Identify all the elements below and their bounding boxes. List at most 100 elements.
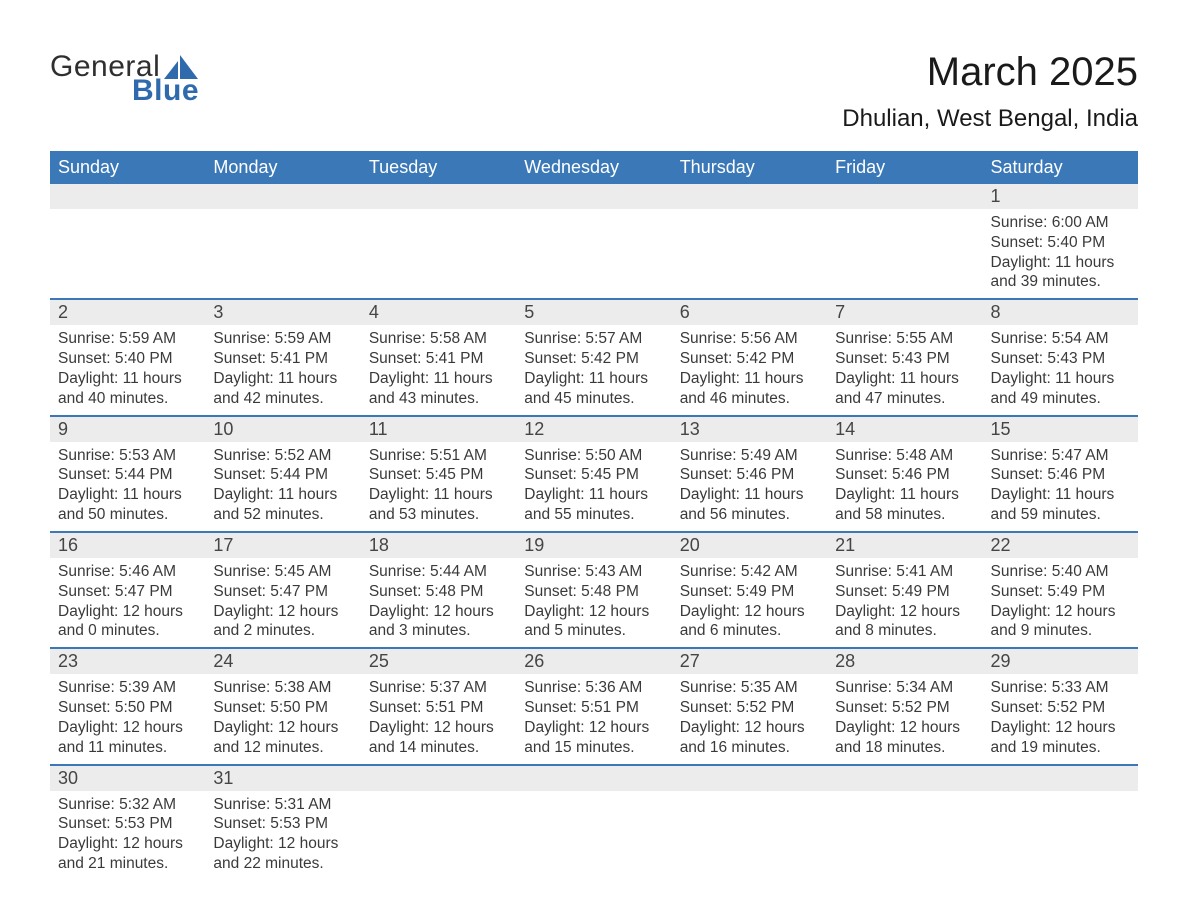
empty-day-body — [672, 791, 827, 879]
daylight-line: Daylight: 11 hours and 58 minutes. — [835, 485, 976, 525]
brand-logo: General Blue — [50, 50, 199, 108]
sunset-line: Sunset: 5:49 PM — [835, 582, 976, 602]
month-title: March 2025 — [842, 50, 1138, 95]
weekday-header: Saturday — [983, 151, 1138, 184]
daylight-line: Daylight: 12 hours and 5 minutes. — [524, 602, 665, 642]
day-cell: 23Sunrise: 5:39 AMSunset: 5:50 PMDayligh… — [50, 648, 205, 764]
sunset-line: Sunset: 5:40 PM — [991, 233, 1132, 253]
sunrise-line: Sunrise: 5:50 AM — [524, 446, 665, 466]
day-cell: 29Sunrise: 5:33 AMSunset: 5:52 PMDayligh… — [983, 648, 1138, 764]
weekday-header: Monday — [205, 151, 360, 184]
empty-cell — [827, 765, 982, 880]
sunset-line: Sunset: 5:45 PM — [369, 465, 510, 485]
day-number: 24 — [205, 649, 360, 674]
day-number: 7 — [827, 300, 982, 325]
sunrise-line: Sunrise: 5:53 AM — [58, 446, 199, 466]
sunrise-line: Sunrise: 5:47 AM — [991, 446, 1132, 466]
daylight-line: Daylight: 11 hours and 45 minutes. — [524, 369, 665, 409]
empty-day-body — [983, 791, 1138, 879]
day-cell: 10Sunrise: 5:52 AMSunset: 5:44 PMDayligh… — [205, 416, 360, 532]
day-body: Sunrise: 6:00 AMSunset: 5:40 PMDaylight:… — [983, 209, 1138, 298]
sunrise-line: Sunrise: 5:39 AM — [58, 678, 199, 698]
calendar-table: Sunday Monday Tuesday Wednesday Thursday… — [50, 151, 1138, 880]
day-number: 8 — [983, 300, 1138, 325]
day-body: Sunrise: 5:54 AMSunset: 5:43 PMDaylight:… — [983, 325, 1138, 414]
day-number: 19 — [516, 533, 671, 558]
sunrise-line: Sunrise: 6:00 AM — [991, 213, 1132, 233]
day-body: Sunrise: 5:50 AMSunset: 5:45 PMDaylight:… — [516, 442, 671, 531]
day-cell: 6Sunrise: 5:56 AMSunset: 5:42 PMDaylight… — [672, 299, 827, 415]
day-cell: 16Sunrise: 5:46 AMSunset: 5:47 PMDayligh… — [50, 532, 205, 648]
sunset-line: Sunset: 5:51 PM — [524, 698, 665, 718]
sunset-line: Sunset: 5:43 PM — [991, 349, 1132, 369]
daylight-line: Daylight: 11 hours and 42 minutes. — [213, 369, 354, 409]
empty-cell — [672, 765, 827, 880]
daylight-line: Daylight: 11 hours and 56 minutes. — [680, 485, 821, 525]
day-cell: 15Sunrise: 5:47 AMSunset: 5:46 PMDayligh… — [983, 416, 1138, 532]
sunset-line: Sunset: 5:42 PM — [680, 349, 821, 369]
day-body: Sunrise: 5:40 AMSunset: 5:49 PMDaylight:… — [983, 558, 1138, 647]
empty-daynum-bar — [983, 766, 1138, 791]
empty-day-body — [361, 209, 516, 297]
day-number: 16 — [50, 533, 205, 558]
sunrise-line: Sunrise: 5:42 AM — [680, 562, 821, 582]
daylight-line: Daylight: 12 hours and 15 minutes. — [524, 718, 665, 758]
daylight-line: Daylight: 12 hours and 8 minutes. — [835, 602, 976, 642]
empty-day-body — [516, 791, 671, 879]
day-body: Sunrise: 5:46 AMSunset: 5:47 PMDaylight:… — [50, 558, 205, 647]
daylight-line: Daylight: 11 hours and 50 minutes. — [58, 485, 199, 525]
empty-day-body — [50, 209, 205, 297]
sunset-line: Sunset: 5:46 PM — [680, 465, 821, 485]
day-cell: 1Sunrise: 6:00 AMSunset: 5:40 PMDaylight… — [983, 184, 1138, 299]
day-cell: 18Sunrise: 5:44 AMSunset: 5:48 PMDayligh… — [361, 532, 516, 648]
sunrise-line: Sunrise: 5:43 AM — [524, 562, 665, 582]
day-cell: 20Sunrise: 5:42 AMSunset: 5:49 PMDayligh… — [672, 532, 827, 648]
day-number: 25 — [361, 649, 516, 674]
empty-day-body — [205, 209, 360, 297]
day-cell: 13Sunrise: 5:49 AMSunset: 5:46 PMDayligh… — [672, 416, 827, 532]
day-body: Sunrise: 5:48 AMSunset: 5:46 PMDaylight:… — [827, 442, 982, 531]
sunset-line: Sunset: 5:52 PM — [991, 698, 1132, 718]
sunrise-line: Sunrise: 5:35 AM — [680, 678, 821, 698]
sunset-line: Sunset: 5:51 PM — [369, 698, 510, 718]
daylight-line: Daylight: 11 hours and 39 minutes. — [991, 253, 1132, 293]
sunset-line: Sunset: 5:43 PM — [835, 349, 976, 369]
sunset-line: Sunset: 5:53 PM — [213, 814, 354, 834]
header: General Blue March 2025 Dhulian, West Be… — [50, 50, 1138, 133]
sunrise-line: Sunrise: 5:36 AM — [524, 678, 665, 698]
day-number: 21 — [827, 533, 982, 558]
empty-daynum-bar — [516, 766, 671, 791]
daylight-line: Daylight: 12 hours and 2 minutes. — [213, 602, 354, 642]
calendar-row: 1Sunrise: 6:00 AMSunset: 5:40 PMDaylight… — [50, 184, 1138, 299]
daylight-line: Daylight: 11 hours and 47 minutes. — [835, 369, 976, 409]
empty-cell — [827, 184, 982, 299]
day-number: 17 — [205, 533, 360, 558]
day-number: 26 — [516, 649, 671, 674]
sunrise-line: Sunrise: 5:37 AM — [369, 678, 510, 698]
day-cell: 28Sunrise: 5:34 AMSunset: 5:52 PMDayligh… — [827, 648, 982, 764]
day-number: 11 — [361, 417, 516, 442]
sunrise-line: Sunrise: 5:38 AM — [213, 678, 354, 698]
sunset-line: Sunset: 5:53 PM — [58, 814, 199, 834]
sunset-line: Sunset: 5:42 PM — [524, 349, 665, 369]
daylight-line: Daylight: 12 hours and 21 minutes. — [58, 834, 199, 874]
calendar-body: 1Sunrise: 6:00 AMSunset: 5:40 PMDaylight… — [50, 184, 1138, 880]
day-body: Sunrise: 5:57 AMSunset: 5:42 PMDaylight:… — [516, 325, 671, 414]
day-number: 12 — [516, 417, 671, 442]
empty-cell — [50, 184, 205, 299]
day-cell: 4Sunrise: 5:58 AMSunset: 5:41 PMDaylight… — [361, 299, 516, 415]
empty-day-body — [361, 791, 516, 879]
sunrise-line: Sunrise: 5:59 AM — [213, 329, 354, 349]
day-number: 18 — [361, 533, 516, 558]
weekday-header: Thursday — [672, 151, 827, 184]
empty-cell — [672, 184, 827, 299]
sunrise-line: Sunrise: 5:41 AM — [835, 562, 976, 582]
daylight-line: Daylight: 12 hours and 3 minutes. — [369, 602, 510, 642]
sunrise-line: Sunrise: 5:54 AM — [991, 329, 1132, 349]
daylight-line: Daylight: 11 hours and 49 minutes. — [991, 369, 1132, 409]
daylight-line: Daylight: 12 hours and 22 minutes. — [213, 834, 354, 874]
sunset-line: Sunset: 5:49 PM — [991, 582, 1132, 602]
sunrise-line: Sunrise: 5:33 AM — [991, 678, 1132, 698]
day-number: 31 — [205, 766, 360, 791]
day-body: Sunrise: 5:56 AMSunset: 5:42 PMDaylight:… — [672, 325, 827, 414]
